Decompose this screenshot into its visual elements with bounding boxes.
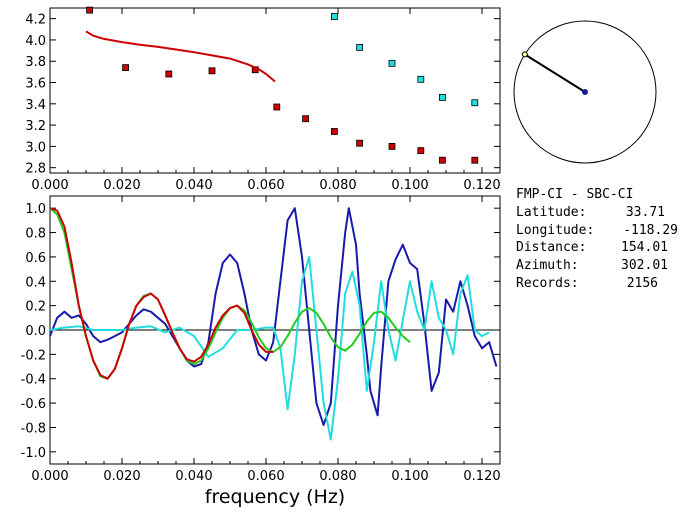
red-series-line bbox=[49, 207, 274, 380]
blue-series-line bbox=[49, 207, 498, 426]
x-tick-label: 0.120 bbox=[463, 469, 500, 484]
cyan-data-point bbox=[438, 94, 446, 101]
cyan-data-point bbox=[471, 99, 479, 107]
y-tick-label: -0.6 bbox=[21, 397, 46, 412]
azimuth-line bbox=[524, 53, 586, 93]
x-tick-label: 0.100 bbox=[391, 178, 428, 193]
y-tick-label: -0.8 bbox=[21, 421, 46, 436]
cyan-data-point bbox=[388, 59, 396, 67]
y-tick-label: 3.4 bbox=[25, 98, 46, 113]
y-tick-label: 1.0 bbox=[25, 202, 46, 217]
top-plot-frame bbox=[49, 7, 501, 174]
azimuth-endpoint-dot bbox=[521, 51, 528, 58]
longitude-value: -118.29 bbox=[623, 223, 678, 238]
top-axis-ticks: 0.000 0.020 0.040 0.060 0.080 0.100 0.120 2.8 3.… bbox=[25, 8, 501, 193]
red-data-point bbox=[471, 156, 479, 164]
distance-label: Distance: bbox=[516, 240, 586, 255]
y-tick-label: 4.2 bbox=[25, 13, 46, 28]
latitude-label: Latitude: bbox=[516, 205, 586, 220]
red-data-point bbox=[208, 67, 216, 75]
red-data-point bbox=[165, 70, 173, 78]
longitude-label: Longitude: bbox=[516, 223, 594, 238]
red-data-point bbox=[438, 156, 446, 164]
red-series-line bbox=[85, 30, 276, 83]
x-tick-label: 0.100 bbox=[391, 469, 428, 484]
records-label: Records: bbox=[516, 276, 579, 291]
coherence-panel: 0.000 0.020 0.040 0.060 0.080 0.100 0.120 -1.0 -… bbox=[21, 195, 501, 508]
info-title: FMP-CI - SBC-CI bbox=[516, 187, 633, 202]
y-tick-label: 3.8 bbox=[25, 55, 46, 70]
cyan-data-point bbox=[330, 13, 338, 20]
y-tick-label: -1.0 bbox=[21, 446, 46, 461]
x-tick-label: 0.080 bbox=[319, 469, 356, 484]
y-tick-label: 3.6 bbox=[25, 77, 46, 92]
red-data-point bbox=[356, 139, 364, 147]
station-dot bbox=[582, 89, 588, 95]
dispersion-panel: 0.000 0.020 0.040 0.060 0.080 0.100 0.120 2.8 3.… bbox=[25, 6, 501, 193]
x-tick-label: 0.040 bbox=[175, 178, 212, 193]
azimuth-value: 302.01 bbox=[621, 258, 668, 273]
y-tick-label: -0.2 bbox=[21, 348, 46, 363]
station-info: FMP-CI - SBC-CI Latitude: 33.71 Longitud… bbox=[516, 187, 678, 291]
red-data-point bbox=[273, 103, 281, 111]
x-tick-label: 0.040 bbox=[175, 469, 212, 484]
bottom-axis-ticks: 0.000 0.020 0.040 0.060 0.080 0.100 0.120 -1.0 -… bbox=[21, 196, 501, 484]
red-data-point bbox=[417, 147, 425, 155]
x-tick-label: 0.060 bbox=[247, 178, 284, 193]
bottom-series bbox=[49, 207, 498, 441]
azimuth-compass bbox=[513, 20, 657, 164]
x-tick-label: 0.020 bbox=[103, 178, 140, 193]
red-data-point bbox=[330, 128, 338, 135]
azimuth-label: Azimuth: bbox=[516, 258, 579, 273]
latitude-value: 33.71 bbox=[626, 205, 665, 220]
cyan-data-point bbox=[417, 75, 425, 83]
x-tick-label: 0.120 bbox=[463, 178, 500, 193]
records-value: 2156 bbox=[627, 276, 658, 291]
red-data-point bbox=[388, 142, 396, 150]
cyan-data-point bbox=[356, 43, 364, 51]
y-tick-label: 0.4 bbox=[25, 275, 46, 290]
compass-circle bbox=[513, 20, 657, 164]
y-tick-label: 2.8 bbox=[25, 162, 46, 177]
green-series-line bbox=[49, 207, 411, 380]
x-tick-label: 0.080 bbox=[319, 178, 356, 193]
top-series bbox=[85, 6, 479, 164]
red-data-point bbox=[122, 64, 129, 72]
y-tick-label: -0.4 bbox=[21, 373, 46, 388]
y-tick-label: 0.0 bbox=[25, 324, 46, 339]
x-tick-label: 0.060 bbox=[247, 469, 284, 484]
distance-value: 154.01 bbox=[621, 240, 668, 255]
y-tick-label: 0.2 bbox=[25, 300, 46, 315]
x-axis-label: frequency (Hz) bbox=[205, 486, 345, 508]
cyan-series-line bbox=[49, 255, 490, 441]
y-tick-label: 3.0 bbox=[25, 140, 46, 155]
red-data-point bbox=[86, 6, 93, 14]
y-tick-label: 3.2 bbox=[25, 119, 46, 134]
red-data-point bbox=[302, 115, 310, 123]
x-tick-label: 0.020 bbox=[103, 469, 140, 484]
x-tick-label: 0.000 bbox=[31, 469, 68, 484]
y-tick-label: 0.8 bbox=[25, 227, 46, 242]
y-tick-label: 4.0 bbox=[25, 34, 46, 49]
x-tick-label: 0.000 bbox=[31, 178, 68, 193]
y-tick-label: 0.6 bbox=[25, 251, 46, 266]
